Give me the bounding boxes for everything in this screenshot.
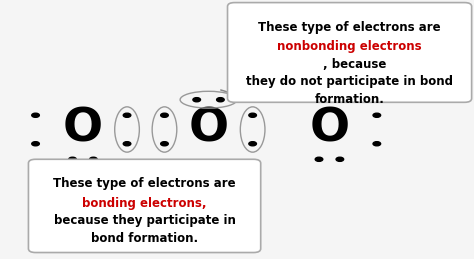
Circle shape — [90, 157, 97, 161]
Text: O: O — [310, 107, 349, 152]
Text: O: O — [63, 107, 103, 152]
Circle shape — [69, 157, 76, 161]
Circle shape — [123, 113, 131, 117]
Text: , because: , because — [323, 58, 386, 71]
Circle shape — [315, 157, 323, 161]
Circle shape — [123, 142, 131, 146]
Circle shape — [373, 113, 381, 117]
Text: These type of electrons are: These type of electrons are — [53, 177, 236, 190]
Circle shape — [336, 98, 344, 102]
Text: bond formation.: bond formation. — [91, 232, 198, 245]
Circle shape — [161, 142, 168, 146]
Circle shape — [161, 113, 168, 117]
Circle shape — [249, 113, 256, 117]
Circle shape — [336, 157, 344, 161]
Text: O: O — [189, 107, 228, 152]
Text: These type of electrons are: These type of electrons are — [258, 21, 441, 34]
Text: they do not participate in bond: they do not participate in bond — [246, 75, 453, 88]
Circle shape — [217, 98, 224, 102]
FancyBboxPatch shape — [28, 159, 261, 253]
FancyBboxPatch shape — [228, 3, 472, 102]
Circle shape — [193, 98, 201, 102]
Circle shape — [373, 142, 381, 146]
Circle shape — [32, 142, 39, 146]
Text: because they participate in: because they participate in — [54, 214, 236, 227]
Circle shape — [249, 142, 256, 146]
Circle shape — [315, 98, 323, 102]
Text: formation.: formation. — [315, 93, 384, 106]
Text: nonbonding electrons: nonbonding electrons — [277, 40, 422, 53]
Text: bonding electrons,: bonding electrons, — [82, 197, 207, 210]
Circle shape — [32, 113, 39, 117]
